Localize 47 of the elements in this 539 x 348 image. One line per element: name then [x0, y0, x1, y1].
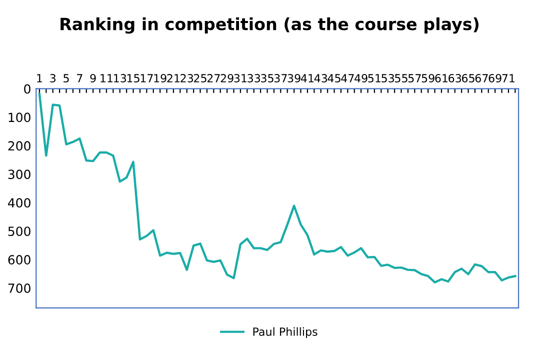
- x-tick-label: 11: [100, 74, 113, 82]
- x-tick-label: 67: [475, 74, 488, 82]
- x-tick-label: 3: [50, 74, 56, 82]
- x-tick-label: 63: [448, 74, 462, 82]
- x-tick-label: 15: [127, 74, 140, 82]
- x-tick-label: 71: [502, 74, 515, 82]
- x-tick-label: 53: [382, 74, 394, 82]
- y-tick-label: 400: [8, 198, 30, 208]
- y-tick-label: 300: [8, 170, 30, 180]
- x-tick-label: 35: [261, 74, 274, 82]
- x-tick-label: 49: [354, 74, 368, 82]
- x-tick-label: 65: [462, 74, 474, 82]
- x-tick-label: 39: [288, 74, 300, 82]
- y-tick-label: 0: [24, 84, 30, 94]
- x-tick-label: 37: [274, 74, 287, 82]
- x-tick-label: 61: [435, 74, 448, 82]
- x-tick-label: 45: [328, 74, 340, 82]
- x-tick-label: 13: [114, 74, 126, 82]
- x-tick-label: 55: [395, 74, 408, 82]
- x-tick-label: 21: [167, 74, 180, 82]
- x-tick-label: 5: [64, 74, 69, 82]
- y-tick-label: 200: [8, 141, 30, 151]
- line-series: [38, 93, 516, 284]
- y-tick-label: 700: [8, 284, 30, 293]
- x-tick-label: 29: [220, 74, 234, 82]
- x-tick-label: 25: [194, 74, 206, 82]
- y-tick-label: 600: [8, 255, 30, 265]
- x-tick-label: 41: [300, 74, 314, 82]
- x-tick-label: 7: [77, 74, 82, 82]
- x-tick-label: 43: [314, 74, 328, 82]
- x-tick-label: 51: [368, 74, 381, 82]
- x-tick-label: 27: [207, 74, 220, 82]
- y-tick-label: 100: [8, 112, 30, 122]
- x-tick-label: 69: [488, 74, 502, 82]
- x-tick-label: 19: [154, 74, 166, 82]
- x-tick-label: 47: [341, 74, 354, 82]
- x-tick-label: 31: [234, 74, 247, 82]
- x-tick-label: 9: [90, 74, 96, 82]
- x-tick-label: 1: [37, 74, 42, 82]
- x-tick-label: 57: [408, 74, 421, 82]
- x-tick-label: 17: [140, 74, 153, 82]
- x-tick-label: 23: [180, 74, 194, 82]
- chart-title: Ranking in competition (as the course plays): [60, 17, 479, 34]
- x-tick-label: 33: [248, 74, 260, 82]
- x-tick-label: 59: [422, 74, 434, 82]
- legend-label: Paul Phillips: [253, 327, 318, 338]
- y-tick-label: 500: [8, 226, 30, 236]
